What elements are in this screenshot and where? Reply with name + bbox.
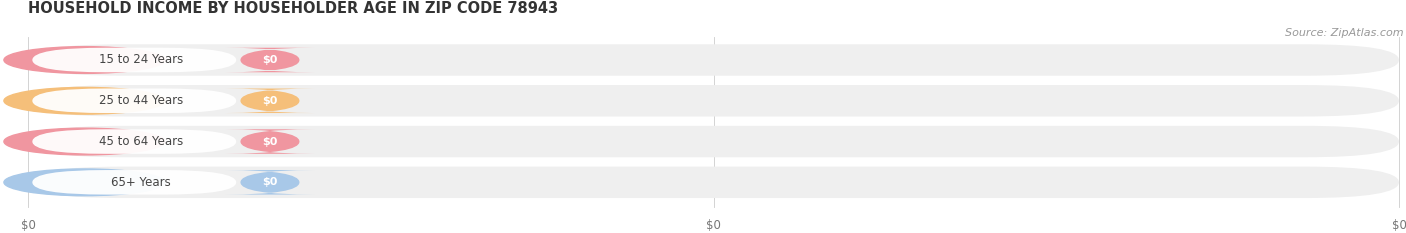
Circle shape [4,47,166,73]
FancyBboxPatch shape [225,170,315,195]
Text: 25 to 44 Years: 25 to 44 Years [100,94,183,107]
FancyBboxPatch shape [28,85,1399,116]
Text: $0: $0 [21,219,35,232]
Text: 45 to 64 Years: 45 to 64 Years [100,135,183,148]
Text: $0: $0 [263,55,277,65]
Text: 15 to 24 Years: 15 to 24 Years [100,54,183,66]
FancyBboxPatch shape [225,89,315,113]
Text: $0: $0 [1392,219,1406,232]
Text: $0: $0 [263,137,277,147]
Text: $0: $0 [263,96,277,106]
FancyBboxPatch shape [32,170,236,195]
FancyBboxPatch shape [28,44,1399,76]
Text: $0: $0 [706,219,721,232]
Circle shape [4,87,166,114]
Text: HOUSEHOLD INCOME BY HOUSEHOLDER AGE IN ZIP CODE 78943: HOUSEHOLD INCOME BY HOUSEHOLDER AGE IN Z… [28,1,558,16]
FancyBboxPatch shape [32,89,236,113]
FancyBboxPatch shape [28,167,1399,198]
Text: $0: $0 [263,177,277,187]
FancyBboxPatch shape [225,48,315,72]
FancyBboxPatch shape [28,126,1399,157]
Circle shape [4,169,166,196]
Text: Source: ZipAtlas.com: Source: ZipAtlas.com [1285,28,1403,38]
FancyBboxPatch shape [225,129,315,154]
FancyBboxPatch shape [32,48,236,72]
FancyBboxPatch shape [32,129,236,154]
Circle shape [4,128,166,155]
Text: 65+ Years: 65+ Years [111,176,172,189]
